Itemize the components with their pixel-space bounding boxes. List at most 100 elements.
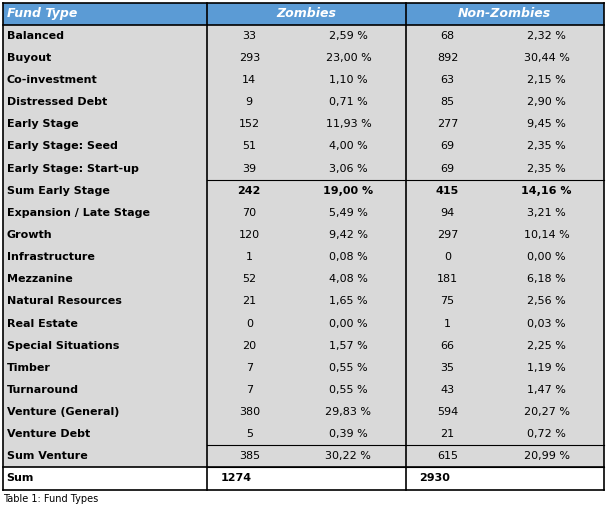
Text: 297: 297 [437, 230, 458, 240]
Bar [3, 423, 604, 445]
Text: 21: 21 [441, 429, 455, 439]
Text: 14,16 %: 14,16 % [521, 186, 572, 196]
Bar [3, 268, 604, 290]
Text: Infrastructure: Infrastructure [7, 252, 95, 262]
Text: Real Estate: Real Estate [7, 319, 78, 328]
Text: 23,00 %: 23,00 % [325, 53, 371, 63]
Text: 2,90 %: 2,90 % [527, 97, 566, 107]
Text: 0,00 %: 0,00 % [527, 252, 566, 262]
Text: 594: 594 [437, 407, 458, 417]
Text: Early Stage: Seed: Early Stage: Seed [7, 141, 118, 151]
Text: Fund Type: Fund Type [7, 7, 77, 20]
Bar [3, 445, 604, 467]
Text: 0,71 %: 0,71 % [329, 97, 368, 107]
Text: 2,32 %: 2,32 % [527, 31, 566, 41]
Text: 5: 5 [246, 429, 253, 439]
Text: 2,35 %: 2,35 % [527, 141, 566, 151]
Text: 0,72 %: 0,72 % [527, 429, 566, 439]
Text: 181: 181 [437, 274, 458, 284]
Bar [3, 224, 604, 246]
Bar [3, 467, 604, 490]
Text: 242: 242 [237, 186, 261, 196]
Text: 6,18 %: 6,18 % [527, 274, 566, 284]
Text: 69: 69 [441, 141, 455, 151]
Text: 7: 7 [246, 385, 253, 395]
Text: 30,44 %: 30,44 % [524, 53, 569, 63]
Text: 0,03 %: 0,03 % [527, 319, 566, 328]
Text: Sum Venture: Sum Venture [7, 451, 87, 462]
Text: Natural Resources: Natural Resources [7, 296, 121, 306]
Text: Sum: Sum [7, 473, 34, 483]
Bar [3, 47, 604, 69]
Text: 7: 7 [246, 363, 253, 373]
Text: 2,15 %: 2,15 % [527, 75, 566, 85]
Bar [3, 25, 604, 47]
Text: Zombies: Zombies [277, 7, 337, 20]
Bar [3, 246, 604, 268]
Text: 63: 63 [441, 75, 455, 85]
Text: 2,35 %: 2,35 % [527, 164, 566, 174]
Text: 385: 385 [239, 451, 260, 462]
Text: Mezzanine: Mezzanine [7, 274, 72, 284]
Text: 20,27 %: 20,27 % [524, 407, 569, 417]
Text: 85: 85 [441, 97, 455, 107]
Text: 69: 69 [441, 164, 455, 174]
Text: 0: 0 [444, 252, 451, 262]
Text: 2,59 %: 2,59 % [329, 31, 368, 41]
Bar [3, 180, 604, 202]
Bar [3, 290, 604, 312]
Text: 277: 277 [437, 119, 458, 130]
Text: 615: 615 [437, 451, 458, 462]
Text: 4,08 %: 4,08 % [329, 274, 368, 284]
Bar [3, 69, 604, 91]
Text: 75: 75 [441, 296, 455, 306]
Text: Timber: Timber [7, 363, 50, 373]
Text: 66: 66 [441, 341, 455, 351]
Text: 152: 152 [239, 119, 260, 130]
Text: Special Situations: Special Situations [7, 341, 119, 351]
Text: Balanced: Balanced [7, 31, 64, 41]
Bar [3, 135, 604, 157]
Text: 29,83 %: 29,83 % [325, 407, 371, 417]
Text: Buyout: Buyout [7, 53, 51, 63]
Text: 1: 1 [246, 252, 253, 262]
Text: 94: 94 [441, 208, 455, 218]
Text: 0,00 %: 0,00 % [329, 319, 368, 328]
Bar [3, 335, 604, 357]
Text: 1,65 %: 1,65 % [329, 296, 368, 306]
Text: Early Stage: Start-up: Early Stage: Start-up [7, 164, 138, 174]
Text: 892: 892 [437, 53, 458, 63]
Text: 33: 33 [242, 31, 256, 41]
Text: Turnaround: Turnaround [7, 385, 79, 395]
Text: 11,93 %: 11,93 % [325, 119, 371, 130]
Text: 14: 14 [242, 75, 256, 85]
Bar [3, 157, 604, 180]
Text: 9: 9 [246, 97, 253, 107]
Text: 0,39 %: 0,39 % [329, 429, 368, 439]
Text: 0: 0 [246, 319, 253, 328]
Text: 1: 1 [444, 319, 451, 328]
Text: 3,21 %: 3,21 % [527, 208, 566, 218]
Text: Venture Debt: Venture Debt [7, 429, 90, 439]
Text: 20: 20 [242, 341, 256, 351]
Text: 293: 293 [239, 53, 260, 63]
Text: Venture (General): Venture (General) [7, 407, 119, 417]
Text: 70: 70 [242, 208, 256, 218]
Bar [3, 379, 604, 401]
Text: 39: 39 [242, 164, 256, 174]
Text: Table 1: Fund Types: Table 1: Fund Types [3, 494, 98, 503]
Bar [3, 401, 604, 423]
Text: 5,49 %: 5,49 % [329, 208, 368, 218]
Text: 380: 380 [239, 407, 260, 417]
Text: 1,10 %: 1,10 % [329, 75, 368, 85]
Text: 30,22 %: 30,22 % [325, 451, 371, 462]
Text: 3,06 %: 3,06 % [329, 164, 368, 174]
Text: 2,25 %: 2,25 % [527, 341, 566, 351]
Bar [3, 312, 604, 335]
Text: Expansion / Late Stage: Expansion / Late Stage [7, 208, 150, 218]
Text: 4,00 %: 4,00 % [329, 141, 368, 151]
Text: Non-Zombies: Non-Zombies [458, 7, 552, 20]
Text: 2,56 %: 2,56 % [527, 296, 566, 306]
Text: 9,42 %: 9,42 % [329, 230, 368, 240]
Text: 20,99 %: 20,99 % [524, 451, 569, 462]
